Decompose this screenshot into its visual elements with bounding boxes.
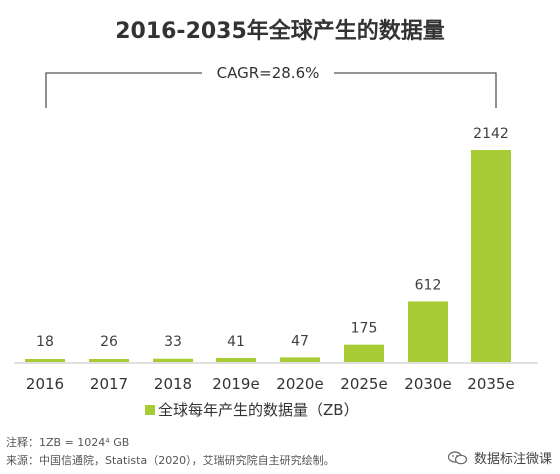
value-label-2018: 33 (164, 334, 182, 350)
value-label-2025e: 175 (351, 321, 378, 337)
note-line: 注释：1ZB = 1024⁴ GB (6, 436, 130, 449)
watermark-text: 数据标注微课 (473, 452, 552, 467)
value-label-2019e: 41 (227, 334, 245, 350)
bar-2018 (153, 358, 193, 362)
bar-2016 (25, 359, 65, 362)
wechat-icon (447, 450, 468, 465)
category-label-2030e: 2030e (404, 375, 451, 393)
watermark: 数据标注微课 (447, 448, 552, 467)
bar-2035e (471, 150, 511, 362)
bar-2030e (408, 301, 448, 362)
category-label-2020e: 2020e (276, 375, 323, 393)
category-label-2017: 2017 (90, 375, 128, 393)
cagr-bracket: CAGR=28.6% (45, 64, 497, 108)
legend-label: 全球每年产生的数据量（ZB） (158, 401, 359, 419)
chart-title: 2016-2035年全球产生的数据量 (115, 18, 445, 44)
value-label-2030e: 612 (415, 277, 442, 293)
value-labels-group: 18 26 33 41 47 175 612 2142 (36, 126, 509, 350)
bar-2020e (280, 357, 320, 362)
bar-2025e (344, 344, 384, 362)
source-line: 来源：中国信通院，Statista（2020），艾瑞研究院自主研究绘制。 (6, 454, 335, 467)
bar-2017 (89, 359, 129, 362)
legend: 全球每年产生的数据量（ZB） (145, 401, 359, 419)
category-label-2018: 2018 (154, 375, 192, 393)
cagr-label: CAGR=28.6% (217, 64, 320, 82)
value-label-2035e: 2142 (473, 126, 509, 142)
category-label-2016: 2016 (26, 375, 64, 393)
category-label-2025e: 2025e (340, 375, 387, 393)
category-label-2035e: 2035e (467, 375, 514, 393)
category-label-2019e: 2019e (212, 375, 259, 393)
bars-group (25, 150, 511, 362)
legend-swatch (145, 405, 155, 415)
bar-2019e (216, 357, 256, 362)
value-label-2017: 26 (100, 334, 118, 350)
value-label-2016: 18 (36, 334, 54, 350)
value-label-2020e: 47 (291, 333, 309, 349)
category-labels-group: 2016 2017 2018 2019e 2020e 2025e 2030e 2035e (26, 375, 515, 393)
